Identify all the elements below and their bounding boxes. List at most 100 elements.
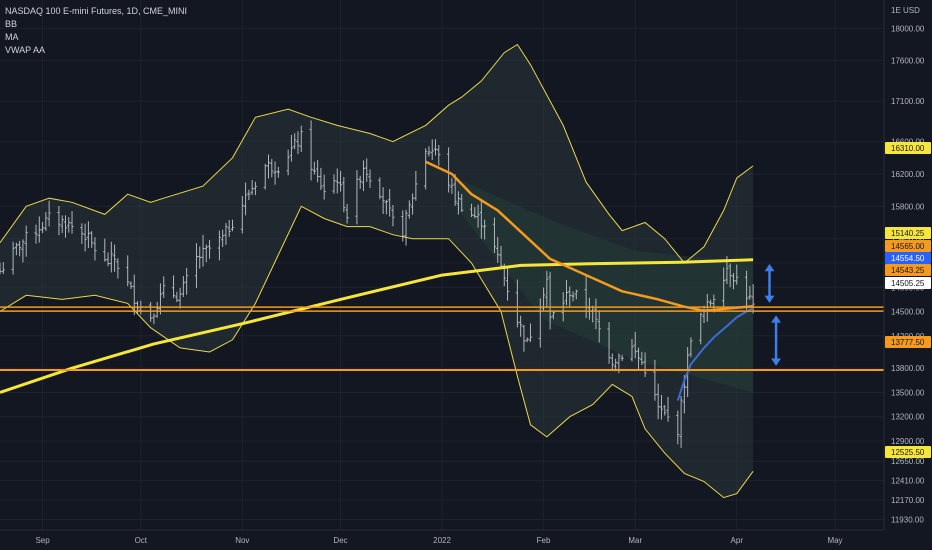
candle — [322, 174, 326, 200]
candle — [201, 234, 205, 267]
candle — [744, 270, 749, 310]
candle — [57, 205, 61, 236]
candle — [378, 177, 382, 200]
svg-text:14554.50: 14554.50 — [891, 254, 925, 263]
y-tick-label: 18000.00 — [891, 24, 925, 33]
price-tag: 14543.25 — [885, 264, 931, 276]
candle — [640, 351, 644, 366]
candle — [18, 240, 22, 257]
candle — [266, 154, 271, 179]
candle — [708, 299, 713, 307]
y-tick-label: 12900.00 — [891, 437, 925, 446]
candle — [522, 324, 526, 352]
candle — [175, 291, 179, 303]
candle — [479, 201, 483, 239]
indicator-bb[interactable]: BB — [5, 19, 18, 29]
candle — [289, 134, 294, 162]
candle — [388, 189, 392, 217]
time-axis[interactable]: Sep Oct Nov Dec 2022 Feb Mar Apr May — [0, 529, 884, 545]
candle — [319, 167, 323, 191]
candle — [224, 223, 228, 245]
candle — [731, 273, 736, 290]
bollinger-upper-line — [0, 43, 754, 264]
candle — [568, 286, 572, 307]
double-arrow-icon[interactable] — [771, 315, 781, 366]
candle — [361, 160, 366, 192]
price-tag: 13777.50 — [885, 336, 931, 348]
y-tick-label: 17100.00 — [891, 97, 925, 106]
svg-text:14543.25: 14543.25 — [891, 266, 925, 275]
candle — [152, 313, 156, 325]
candle — [355, 170, 359, 225]
candle — [453, 174, 457, 206]
candle — [293, 133, 297, 150]
y-tick-label: 12410.00 — [891, 477, 925, 486]
candle — [483, 219, 487, 240]
x-tick-label: Sep — [35, 536, 50, 545]
y-tick-label: 14500.00 — [891, 308, 925, 317]
candle — [47, 200, 51, 227]
candle — [414, 170, 418, 201]
svg-text:15140.25: 15140.25 — [891, 229, 925, 238]
candle — [519, 315, 523, 337]
candle — [424, 148, 428, 190]
candle — [656, 383, 660, 420]
price-tag: 14554.50 — [885, 252, 931, 264]
candle — [659, 394, 664, 420]
candle — [404, 209, 408, 246]
candle — [90, 231, 94, 248]
price-axis[interactable]: 1E USD11930.0012170.0012410.0012650.0012… — [883, 0, 932, 550]
candle — [391, 204, 395, 227]
candle — [240, 195, 244, 234]
indicator-ma[interactable]: MA — [5, 32, 19, 42]
x-tick-label: Mar — [628, 536, 642, 545]
y-tick-label: 11930.00 — [891, 515, 924, 524]
bollinger-lower-line — [0, 205, 754, 499]
candle — [83, 223, 87, 252]
candle — [492, 217, 497, 254]
candle — [312, 161, 316, 175]
double-arrow-icon[interactable] — [764, 263, 775, 304]
candle — [198, 246, 202, 269]
candle — [149, 301, 153, 322]
bollinger-band-fill — [0, 44, 754, 498]
candle — [663, 405, 667, 416]
candle — [67, 217, 71, 233]
candle — [24, 225, 28, 257]
candle — [630, 338, 634, 362]
candle — [338, 170, 343, 192]
candle — [309, 120, 313, 181]
candle — [93, 237, 97, 261]
candle — [155, 301, 159, 318]
indicator-vwap[interactable]: VWAP AA — [5, 45, 46, 55]
candle — [178, 287, 182, 309]
candle — [384, 199, 388, 215]
candle — [456, 191, 461, 215]
candle — [699, 312, 703, 345]
candle — [571, 291, 575, 302]
candle — [407, 200, 411, 219]
x-tick-label: 2022 — [433, 536, 451, 545]
candle — [335, 168, 339, 194]
y-tick-label: 15800.00 — [891, 202, 925, 211]
candle — [181, 276, 185, 297]
candle — [158, 283, 163, 315]
y-tick-label: 15400.00 — [891, 235, 925, 244]
candle — [132, 274, 136, 316]
candle — [427, 146, 431, 157]
ma200-line — [0, 258, 754, 394]
candle — [185, 267, 189, 295]
symbol-title[interactable]: NASDAQ 100 E-mini Futures, 1D, CME_MINI — [5, 6, 188, 16]
x-tick-label: Dec — [333, 536, 347, 545]
candle — [689, 337, 693, 358]
candle — [299, 125, 303, 152]
candle — [633, 331, 637, 359]
candle — [447, 147, 451, 193]
candle — [496, 237, 500, 263]
candle — [679, 395, 683, 448]
candle — [748, 285, 752, 300]
candle — [735, 264, 739, 285]
candle — [620, 354, 624, 362]
candle — [103, 238, 107, 262]
